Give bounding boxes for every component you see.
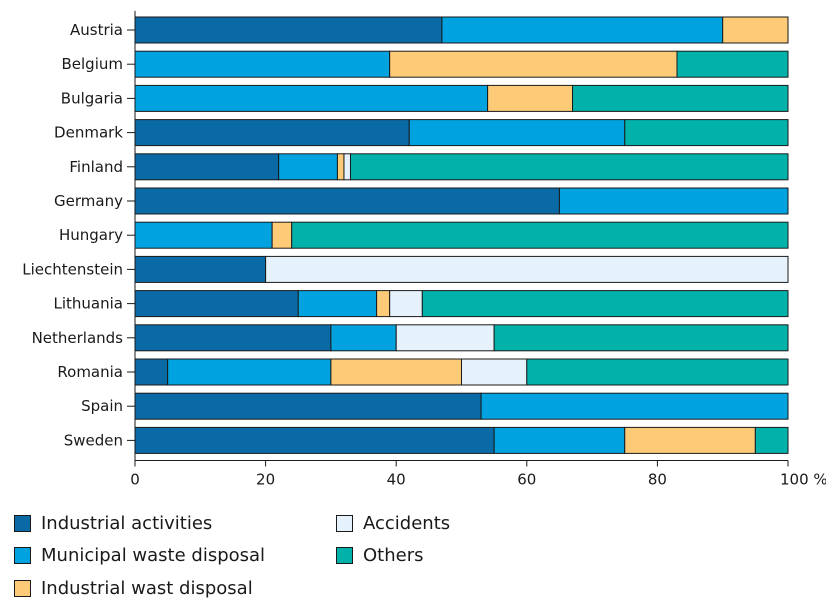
bar-segment-bulgaria-others [572,84,789,112]
bar-segment-romania-industrial-wast-disposal [330,358,462,386]
category-label-sweden: Sweden [64,431,123,449]
bar-segment-bulgaria-industrial-wast-disposal [487,84,574,112]
category-label-bulgaria: Bulgaria [61,89,123,107]
bar-segment-netherlands-municipal-waste-disposal [330,324,397,352]
bar-segment-netherlands-accidents [395,324,495,352]
bar-segment-finland-accidents [343,153,351,181]
bar-segment-belgium-industrial-wast-disposal [389,50,678,78]
category-label-denmark: Denmark [54,124,123,142]
bar-segment-denmark-industrial-activities [134,119,410,147]
bar-segment-bulgaria-municipal-waste-disposal [134,84,489,112]
bar-segment-finland-municipal-waste-disposal [278,153,338,181]
x-tick-label: 0 [130,471,140,489]
bar-segment-finland-others [349,153,789,181]
category-label-liechtenstein: Liechtenstein [22,260,123,278]
bar-segment-spain-municipal-waste-disposal [480,392,789,420]
category-label-netherlands: Netherlands [32,329,124,347]
bar-segment-finland-industrial-wast-disposal [336,153,345,181]
x-tick-label: 80 [648,471,667,489]
bar-segment-lithuania-industrial-wast-disposal [376,290,391,318]
x-axis: 0 20 40 60 80 100 % [130,460,826,489]
bar-segment-germany-municipal-waste-disposal [558,187,789,215]
bar-segment-denmark-municipal-waste-disposal [408,119,626,147]
x-tick-label: 100 % [780,471,826,489]
bar-segment-romania-accidents [461,358,528,386]
bar-segment-germany-industrial-activities [134,187,560,215]
bar-segment-austria-industrial-wast-disposal [722,16,789,44]
bar-segment-sweden-industrial-wast-disposal [624,426,756,454]
bar-segment-lithuania-municipal-waste-disposal [297,290,378,318]
bar-segment-finland-industrial-activities [134,153,280,181]
bar-segment-lithuania-industrial-activities [134,290,299,318]
category-label-spain: Spain [81,397,123,415]
bar-segment-liechtenstein-industrial-activities [134,255,267,283]
category-label-belgium: Belgium [62,55,124,73]
bar-segment-romania-industrial-activities [134,358,169,386]
category-label-germany: Germany [54,192,123,210]
bars-group [134,16,789,454]
bar-segment-spain-industrial-activities [134,392,482,420]
bar-segment-netherlands-industrial-activities [134,324,332,352]
bar-segment-liechtenstein-accidents [265,255,789,283]
y-axis: Austria Belgium Bulgaria Denmark Finland Germ… [22,10,136,461]
category-label-hungary: Hungary [59,226,123,244]
bar-segment-denmark-others [624,119,789,147]
bar-segment-sweden-others [754,426,789,454]
bar-segment-belgium-others [676,50,789,78]
bar-segment-netherlands-others [493,324,789,352]
category-label-finland: Finland [69,158,123,176]
bar-segment-hungary-others [291,221,789,249]
bar-segment-romania-municipal-waste-disposal [167,358,332,386]
category-label-lithuania: Lithuania [54,295,123,313]
bar-segment-hungary-municipal-waste-disposal [134,221,273,249]
bar-segment-sweden-industrial-activities [134,426,495,454]
bar-segment-belgium-municipal-waste-disposal [134,50,391,78]
x-tick-label: 40 [387,471,406,489]
category-label-romania: Romania [57,363,123,381]
bar-segment-austria-industrial-activities [134,16,443,44]
category-label-austria: Austria [70,21,123,39]
x-tick-label: 20 [256,471,275,489]
bar-segment-lithuania-accidents [389,290,423,318]
bar-segment-hungary-industrial-wast-disposal [271,221,293,249]
bar-segment-lithuania-others [421,290,789,318]
bar-segment-austria-municipal-waste-disposal [441,16,724,44]
x-tick-label: 60 [517,471,536,489]
bar-segment-romania-others [526,358,789,386]
bar-segment-sweden-municipal-waste-disposal [493,426,626,454]
